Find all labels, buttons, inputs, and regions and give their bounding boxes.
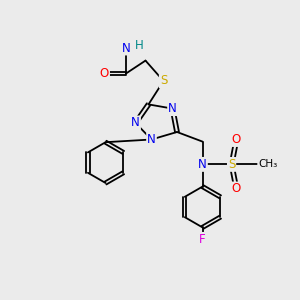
Text: O: O xyxy=(232,182,241,196)
Text: H: H xyxy=(134,39,143,52)
Text: N: N xyxy=(122,41,130,55)
Text: CH₃: CH₃ xyxy=(258,159,277,170)
Text: S: S xyxy=(160,74,167,88)
Text: N: N xyxy=(168,102,177,115)
Text: F: F xyxy=(199,233,206,246)
Text: O: O xyxy=(232,133,241,146)
Text: S: S xyxy=(228,158,235,171)
Text: N: N xyxy=(147,133,156,146)
Text: N: N xyxy=(198,158,207,171)
Text: N: N xyxy=(131,116,140,130)
Text: O: O xyxy=(100,67,109,80)
